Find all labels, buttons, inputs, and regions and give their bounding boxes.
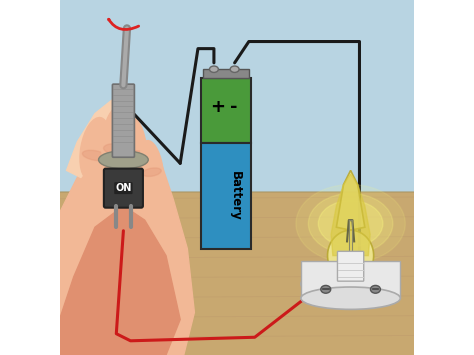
Polygon shape [67,99,123,178]
FancyBboxPatch shape [337,251,364,281]
Ellipse shape [321,285,331,293]
Bar [201,143,251,248]
Ellipse shape [301,287,401,309]
Ellipse shape [309,193,393,254]
Bar [60,0,414,192]
Text: -: - [230,98,238,116]
Ellipse shape [103,144,129,154]
Ellipse shape [82,150,108,161]
Ellipse shape [230,66,239,72]
Ellipse shape [80,118,110,181]
Ellipse shape [142,168,161,176]
Bar [203,69,249,78]
Ellipse shape [102,106,131,178]
Bar [301,261,401,298]
Ellipse shape [99,151,148,169]
Ellipse shape [210,66,219,72]
Polygon shape [331,174,370,256]
Bar [60,192,414,355]
Polygon shape [60,135,194,355]
FancyBboxPatch shape [112,84,135,157]
Ellipse shape [123,151,145,160]
Text: Battery: Battery [229,171,242,220]
Ellipse shape [296,185,405,263]
Ellipse shape [121,117,147,181]
Text: +: + [210,98,225,116]
Ellipse shape [140,141,163,193]
FancyBboxPatch shape [104,169,143,208]
Ellipse shape [371,285,381,293]
Text: ON: ON [115,183,132,193]
Polygon shape [328,170,374,281]
Ellipse shape [301,269,401,299]
FancyArrowPatch shape [109,19,139,29]
Ellipse shape [319,201,383,247]
Bar [201,78,251,143]
Polygon shape [60,206,180,355]
